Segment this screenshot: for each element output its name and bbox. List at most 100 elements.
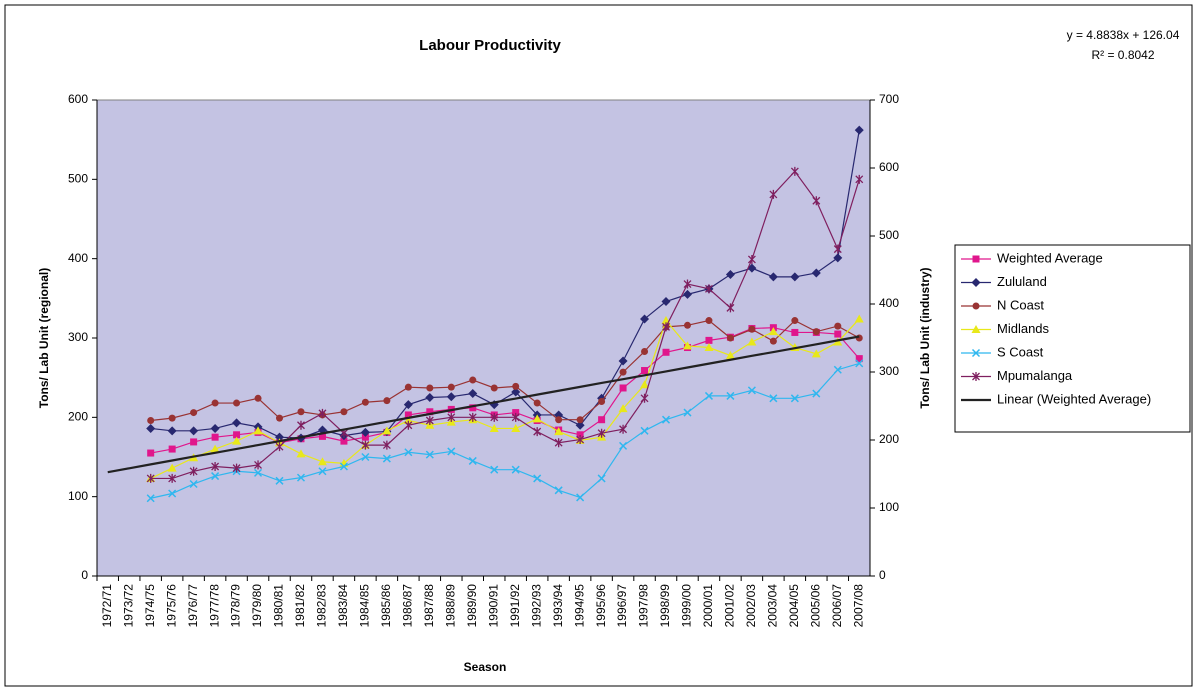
chart-title: Labour Productivity [419, 37, 561, 54]
legend-label: S Coast [997, 344, 1044, 359]
marker [361, 433, 369, 441]
marker [790, 166, 799, 176]
marker [791, 317, 799, 325]
marker [490, 465, 499, 474]
x-tick-label: 1981/82 [293, 584, 307, 628]
marker [855, 174, 864, 184]
x-tick-label: 2006/07 [830, 584, 844, 628]
marker [971, 348, 981, 358]
marker [190, 409, 198, 417]
marker [683, 408, 692, 417]
x-tick-label: 1980/81 [272, 584, 286, 628]
x-tick-label: 1988/89 [443, 584, 457, 628]
marker [469, 376, 477, 384]
x-tick-label: 1989/90 [465, 584, 479, 628]
marker [189, 479, 198, 489]
marker [382, 454, 391, 463]
marker [662, 348, 670, 356]
marker [640, 314, 650, 324]
x-tick-label: 1984/85 [358, 584, 372, 628]
marker [726, 334, 734, 342]
marker [426, 408, 434, 416]
series-line [150, 327, 860, 454]
x-tick-label: 2003/04 [766, 584, 780, 628]
marker [833, 253, 843, 263]
marker [790, 394, 799, 403]
x-tick-label: 1982/83 [315, 584, 329, 628]
marker [254, 468, 263, 477]
marker [296, 473, 306, 482]
marker [489, 423, 499, 432]
marker [768, 272, 778, 282]
marker [382, 426, 392, 435]
marker [618, 404, 628, 413]
marker [972, 372, 980, 381]
marker [704, 391, 713, 400]
marker [468, 412, 477, 422]
y-tick-label: 500 [68, 172, 88, 186]
legend-label: N Coast [997, 297, 1044, 312]
y-tick-label: 300 [68, 330, 88, 344]
marker [619, 441, 628, 450]
x-tick-label: 1978/79 [229, 584, 243, 628]
marker [361, 398, 369, 406]
marker [275, 432, 285, 442]
marker [276, 414, 284, 422]
marker [812, 196, 821, 206]
legend-label: Mpumalanga [997, 368, 1073, 383]
marker [318, 467, 327, 476]
x-tick-label: 1976/77 [186, 584, 200, 628]
x-axis-title: Season [464, 660, 507, 674]
marker [317, 457, 327, 466]
marker [211, 433, 219, 441]
marker [576, 493, 585, 502]
marker [811, 349, 821, 358]
marker [532, 414, 542, 423]
marker [361, 452, 370, 462]
marker [189, 466, 198, 476]
marker [468, 389, 478, 399]
marker [167, 426, 177, 436]
marker [791, 328, 799, 336]
marker [340, 437, 348, 445]
marker [404, 420, 413, 430]
marker [598, 397, 606, 405]
marker [340, 408, 348, 416]
marker [468, 456, 477, 465]
marker [597, 428, 606, 438]
y2-tick-label: 400 [879, 296, 899, 310]
marker [855, 359, 864, 368]
marker [747, 337, 757, 346]
marker [190, 438, 198, 446]
x-tick-label: 1999/00 [680, 584, 694, 628]
marker [146, 473, 155, 483]
marker [210, 423, 220, 433]
marker [189, 426, 199, 436]
marker [682, 341, 692, 350]
marker [168, 489, 177, 498]
x-tick-label: 1974/75 [143, 584, 157, 628]
marker [555, 416, 563, 424]
marker [598, 416, 606, 424]
marker [769, 337, 777, 345]
x-tick-label: 1986/87 [401, 584, 415, 628]
marker [661, 415, 671, 424]
marker [446, 392, 456, 402]
legend-label: Linear (Weighted Average) [997, 391, 1151, 406]
marker [575, 420, 585, 430]
marker [769, 189, 778, 199]
marker [533, 474, 542, 483]
marker [146, 423, 156, 433]
marker [512, 409, 520, 417]
series-line [150, 318, 860, 479]
x-tick-label: 1977/78 [207, 584, 221, 628]
legend: Weighted Average Zululand N Coast Midlands S… [954, 244, 1191, 433]
marker [168, 414, 176, 422]
marker [318, 408, 327, 418]
marker [833, 244, 842, 254]
marker [662, 322, 670, 332]
marker [640, 426, 649, 435]
marker [469, 404, 477, 412]
y-tick-label: 0 [81, 568, 88, 582]
marker [168, 445, 176, 453]
